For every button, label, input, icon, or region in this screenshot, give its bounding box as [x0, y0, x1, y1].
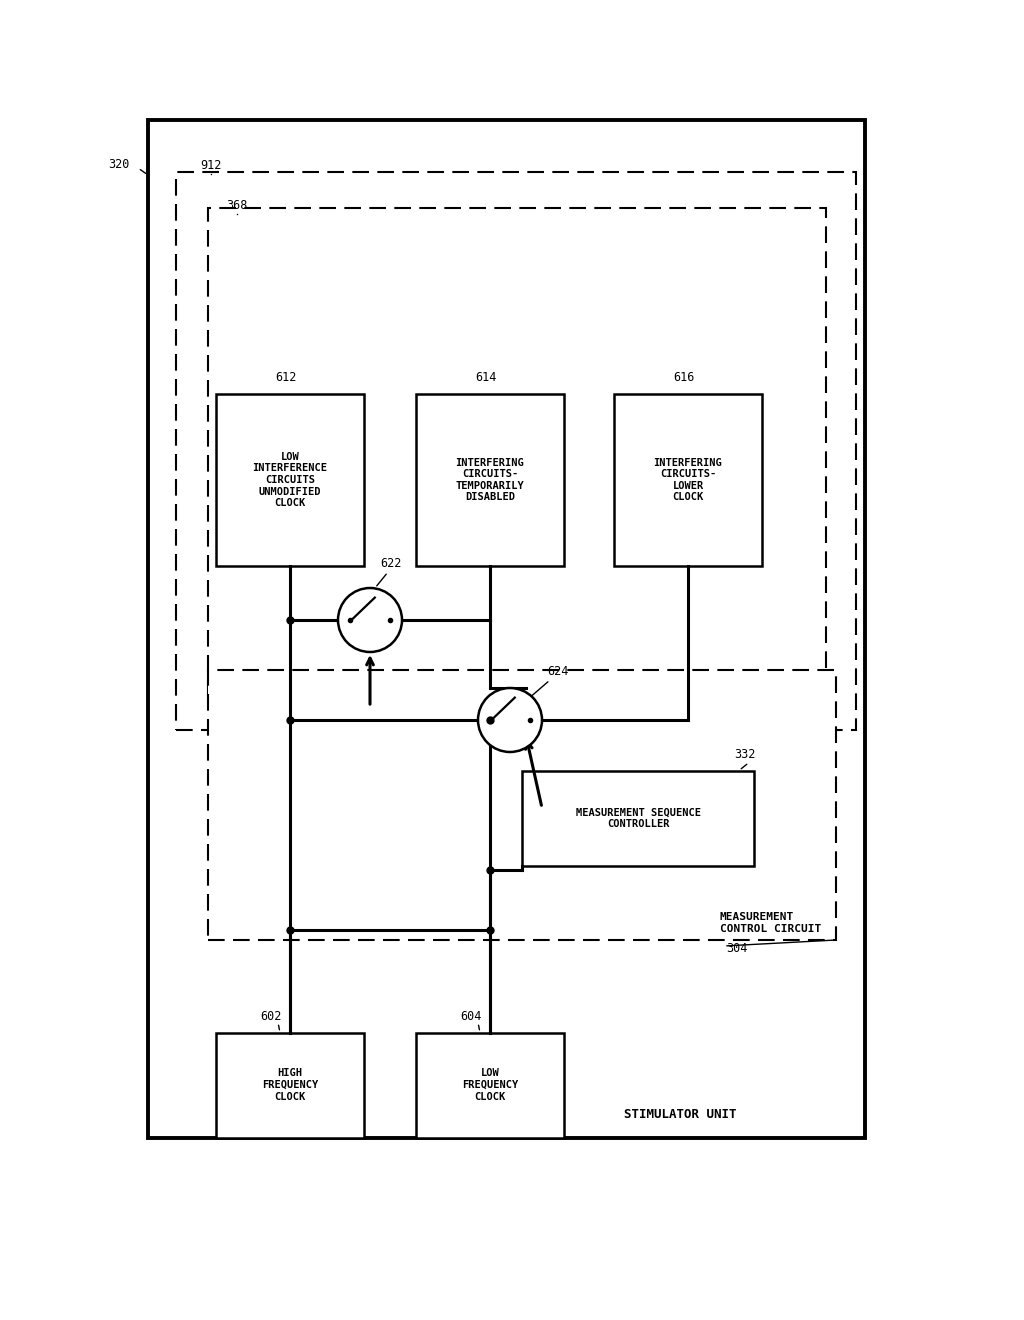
Bar	[216, 1032, 364, 1138]
Text: INTERFERING
CIRCUITS-
LOWER
CLOCK: INTERFERING CIRCUITS- LOWER CLOCK	[653, 458, 722, 503]
Text: HIGH
FREQUENCY
CLOCK: HIGH FREQUENCY CLOCK	[262, 1068, 318, 1102]
Text: 320: 320	[109, 158, 130, 172]
Bar	[614, 393, 762, 566]
Text: MEASUREMENT SEQUENCE
CONTROLLER: MEASUREMENT SEQUENCE CONTROLLER	[575, 808, 700, 829]
Text: 304: 304	[726, 941, 748, 954]
Bar	[416, 1032, 564, 1138]
Text: 612: 612	[275, 371, 296, 384]
Bar	[148, 120, 865, 1138]
Bar	[522, 771, 754, 866]
Text: 332: 332	[734, 747, 756, 760]
Text: 624: 624	[547, 665, 568, 678]
Circle shape	[478, 688, 542, 752]
Text: LOW
FREQUENCY
CLOCK: LOW FREQUENCY CLOCK	[462, 1068, 518, 1102]
Bar	[208, 671, 836, 940]
Text: 602: 602	[260, 1010, 282, 1023]
Bar	[176, 172, 856, 730]
Text: LOW
INTERFERENCE
CIRCUITS
UNMODIFIED
CLOCK: LOW INTERFERENCE CIRCUITS UNMODIFIED CLO…	[253, 451, 328, 508]
Bar	[216, 393, 364, 566]
Bar	[208, 209, 826, 700]
Circle shape	[338, 587, 402, 652]
Text: 368: 368	[226, 199, 248, 213]
Text: STIMULATOR UNIT: STIMULATOR UNIT	[624, 1109, 736, 1122]
Text: INTERFERING
CIRCUITS-
TEMPORARILY
DISABLED: INTERFERING CIRCUITS- TEMPORARILY DISABL…	[456, 458, 524, 503]
Text: MEASUREMENT
CONTROL CIRCUIT: MEASUREMENT CONTROL CIRCUIT	[720, 912, 821, 933]
Text: 604: 604	[460, 1010, 481, 1023]
Bar	[416, 393, 564, 566]
Text: 616: 616	[673, 371, 694, 384]
Text: 912: 912	[200, 158, 221, 172]
Text: 614: 614	[475, 371, 497, 384]
Text: 622: 622	[380, 557, 401, 570]
